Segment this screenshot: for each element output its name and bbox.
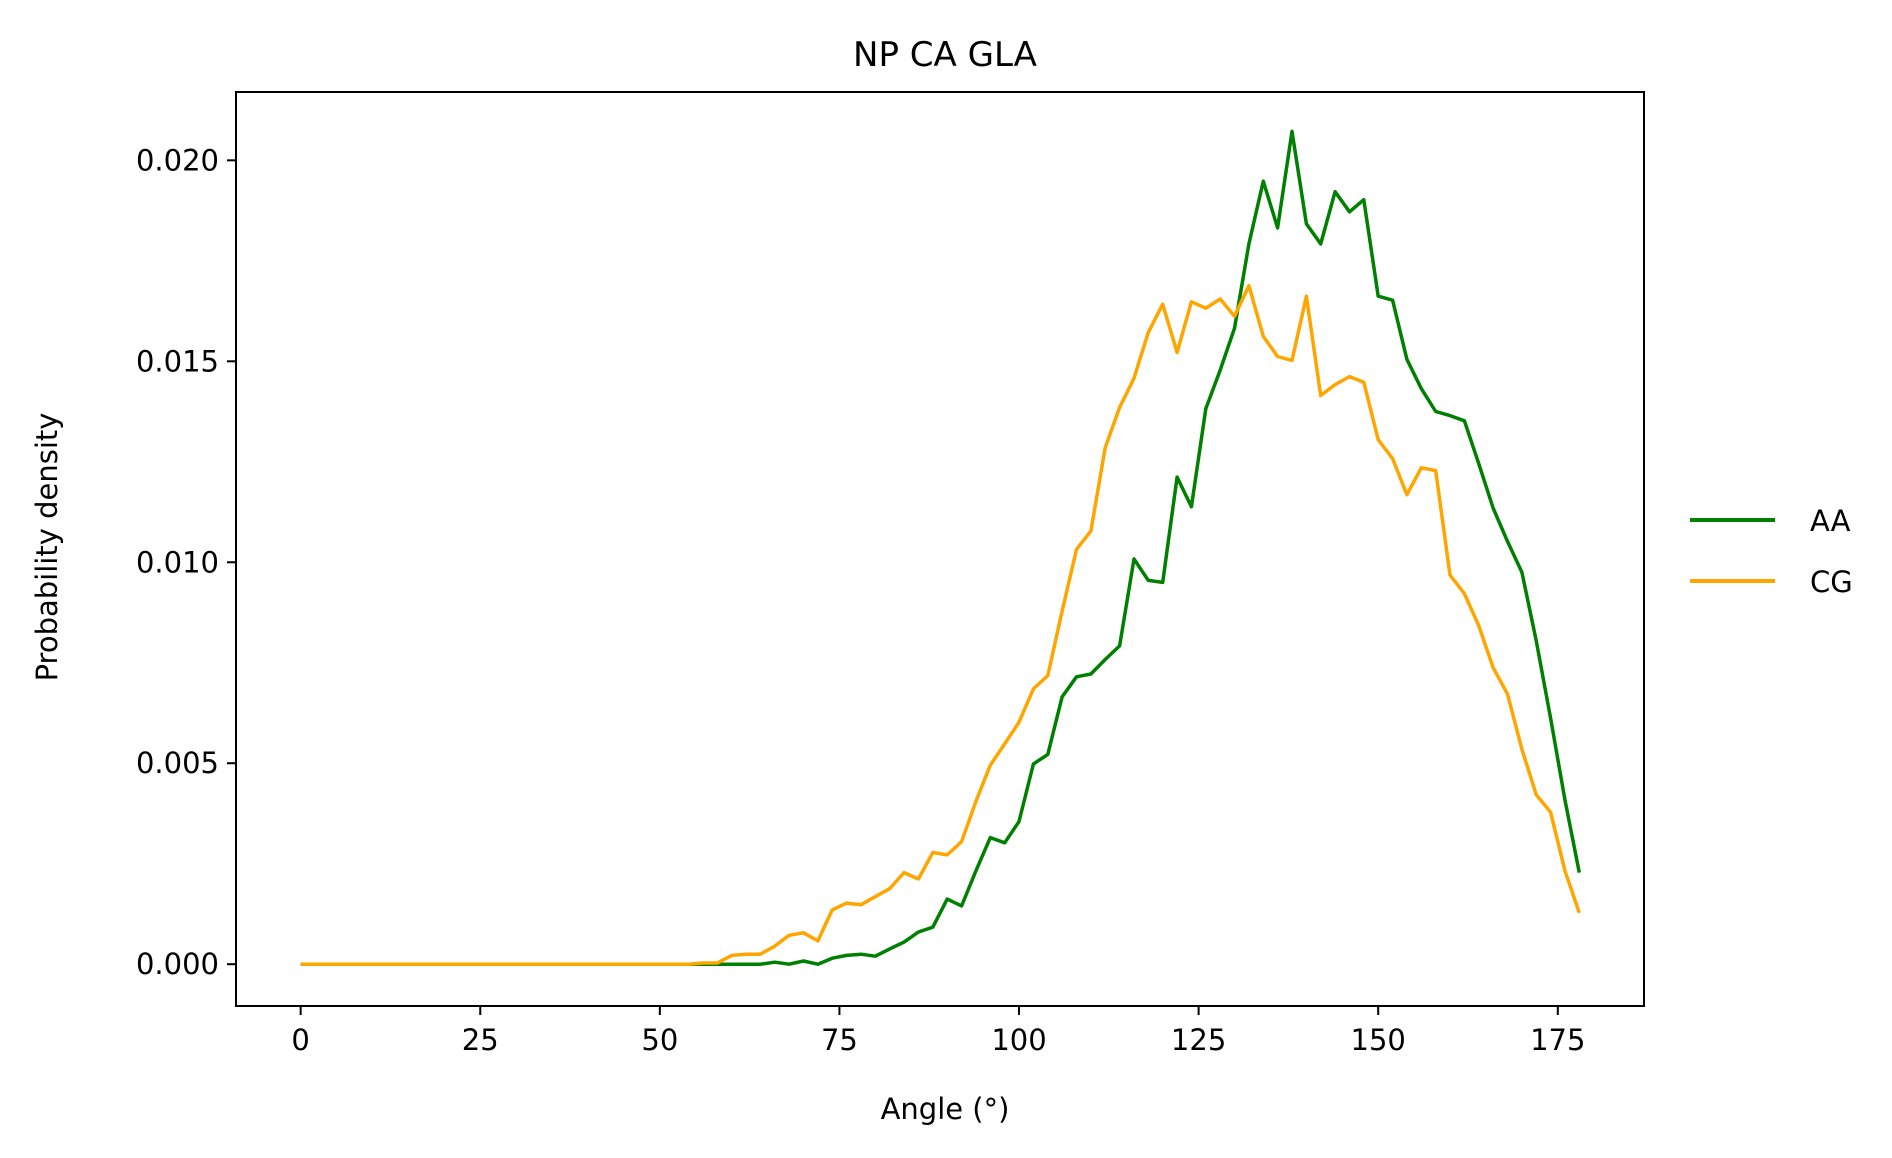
x-tick-label: 50 [641, 1023, 678, 1057]
x-axis-ticks: 0 25 50 75 100 125 150 175 [291, 1006, 1585, 1057]
plot-area [235, 91, 1645, 1007]
legend-label-cg: CG [1810, 565, 1853, 599]
series-line-aa [300, 129, 1582, 966]
y-axis-ticks: 0.000 0.005 0.010 0.015 0.020 [136, 143, 236, 981]
legend-label-aa: AA [1810, 504, 1851, 538]
x-tick-label: 125 [1171, 1023, 1226, 1057]
axes-frame [235, 91, 1645, 1007]
x-tick-label: 25 [462, 1023, 499, 1057]
y-tick-label: 0.005 [136, 746, 219, 780]
x-axis-label: Angle (°) [881, 1092, 1010, 1126]
series-lines [300, 129, 1582, 966]
y-tick-label: 0.010 [136, 545, 219, 579]
y-tick-label: 0.015 [136, 344, 219, 378]
x-tick-label: 100 [991, 1023, 1046, 1057]
y-tick-label: 0.000 [136, 947, 219, 981]
y-axis-label: Probability density [30, 413, 64, 682]
x-tick-label: 0 [291, 1023, 309, 1057]
legend: AA CG [1690, 504, 1853, 599]
series-line-cg [300, 283, 1581, 966]
x-tick-label: 175 [1530, 1023, 1585, 1057]
y-tick-label: 0.020 [136, 143, 219, 177]
chart-title: NP CA GLA [853, 35, 1037, 75]
x-tick-label: 75 [821, 1023, 858, 1057]
x-tick-label: 150 [1351, 1023, 1406, 1057]
